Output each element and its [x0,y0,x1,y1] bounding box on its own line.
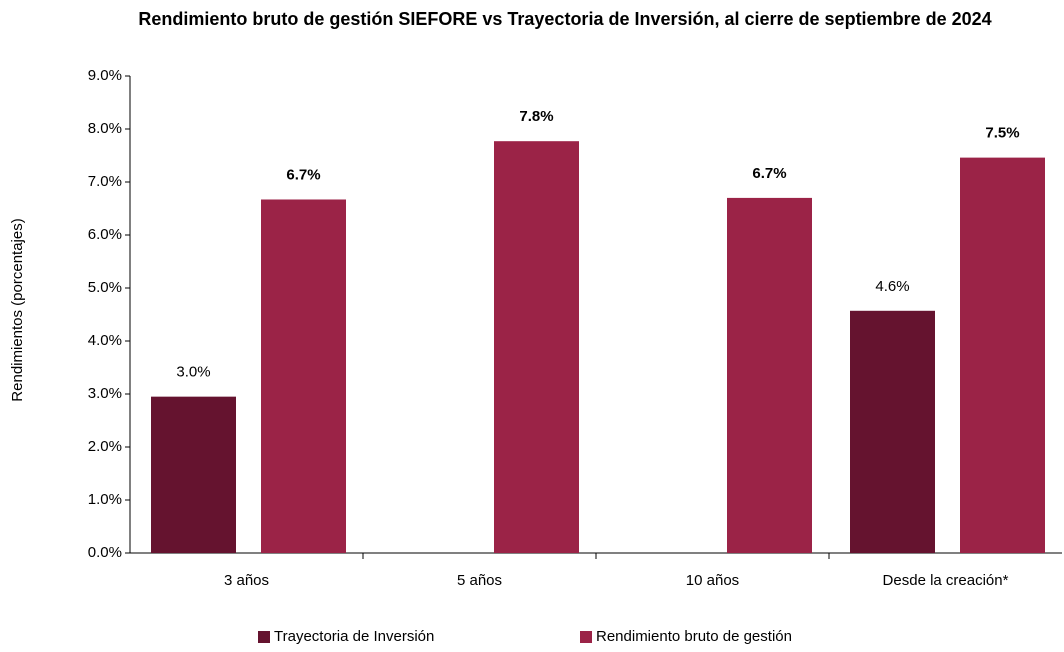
bar [960,157,1045,553]
y-tick-label: 8.0% [88,120,122,137]
bar [494,141,579,553]
x-tick-label: Desde la creación* [883,572,1009,589]
data-label: 6.7% [286,166,320,183]
y-axis-label: Rendimientos (porcentajes) [9,218,26,401]
data-label: 4.6% [875,278,909,295]
chart-title: Rendimiento bruto de gestión SIEFORE vs … [138,9,992,29]
x-tick-label: 5 años [457,572,502,589]
x-tick-label: 10 años [686,572,739,589]
y-tick-label: 3.0% [88,385,122,402]
bar [261,199,346,554]
data-label: 7.8% [519,108,553,125]
bar [151,396,236,553]
legend-swatch [580,631,592,643]
data-label: 3.0% [176,364,210,381]
data-label: 6.7% [752,165,786,182]
x-tick-label: 3 años [224,572,269,589]
y-tick-label: 4.0% [88,332,122,349]
legend-label: Rendimiento bruto de gestión [596,628,792,645]
y-tick-label: 1.0% [88,491,122,508]
y-tick-label: 7.0% [88,173,122,190]
legend-label: Trayectoria de Inversión [274,628,434,645]
bar [727,197,812,553]
legend-swatch [258,631,270,643]
bar [850,310,935,553]
data-label: 7.5% [985,125,1019,142]
y-tick-label: 9.0% [88,67,122,84]
y-tick-label: 6.0% [88,226,122,243]
y-tick-label: 2.0% [88,438,122,455]
y-tick-label: 0.0% [88,544,122,561]
y-tick-label: 5.0% [88,279,122,296]
